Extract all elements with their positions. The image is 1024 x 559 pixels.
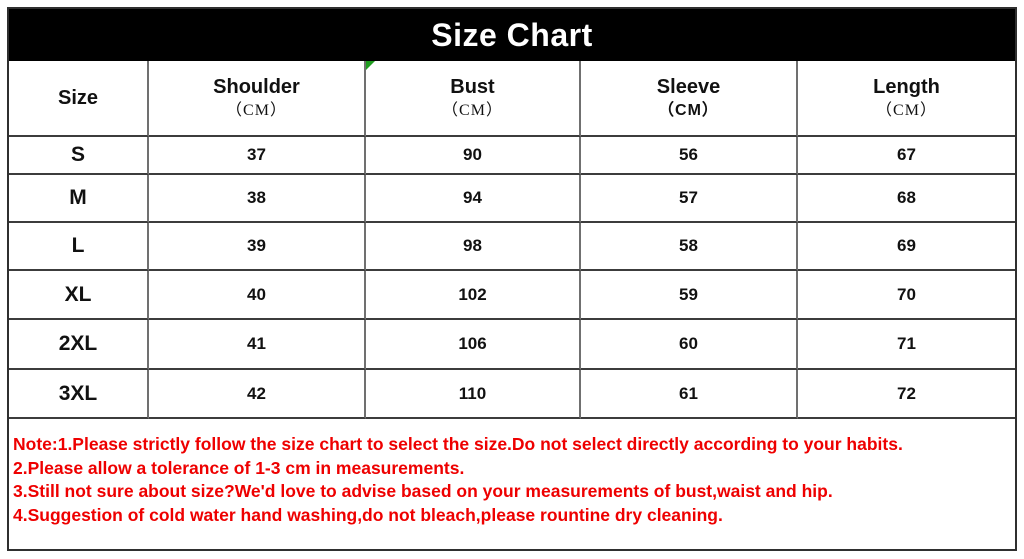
table-row-l-size: L [9,223,149,271]
sleeve-value: 61 [679,383,698,403]
table-row-s-sleeve: 56 [581,137,798,175]
sleeve-value: 57 [679,188,698,207]
table-row-2xl-length: 71 [798,320,1015,370]
sleeve-value: 59 [679,284,698,304]
length-value: 68 [897,188,916,207]
green-corner-marker-icon [366,61,375,70]
shoulder-value: 40 [247,284,266,304]
column-header-size: Size [57,87,99,109]
header-cell-bust: Bust （CM） [366,61,581,137]
column-header-sleeve: Sleeve [656,76,721,98]
table-row-xl-size: XL [9,271,149,320]
note-line-3: 3.Still not sure about size?We'd love to… [13,481,833,501]
size-value: XL [64,282,92,306]
column-unit-shoulder: （CM） [226,102,287,119]
column-header-shoulder: Shoulder [213,76,300,98]
sleeve-value: 56 [679,145,698,164]
length-value: 71 [897,334,916,353]
length-value: 67 [897,145,916,164]
note-line-4: 4.Suggestion of cold water hand washing,… [13,504,723,525]
size-value: L [71,234,85,257]
page-title: Size Chart [431,16,593,53]
bust-value: 94 [463,188,482,207]
sleeve-value: 60 [679,334,698,353]
table-row-m-shoulder: 38 [149,175,366,223]
shoulder-value: 38 [247,188,266,207]
column-unit-length: （CM） [876,102,937,119]
header-cell-size: Size [9,61,149,137]
shoulder-value: 37 [247,145,266,164]
table-row-3xl-size: 3XL [9,370,149,419]
table-row-2xl-size: 2XL [9,320,149,370]
note-line-1: Note:1.Please strictly follow the size c… [13,434,903,454]
header-cell-sleeve: Sleeve （CM） [581,61,798,137]
table-row-3xl-bust: 110 [366,370,581,419]
table-row-m-sleeve: 57 [581,175,798,223]
table-row-s-length: 67 [798,137,1015,175]
column-unit-bust: （CM） [442,102,503,119]
header-cell-length: Length （CM） [798,61,1015,137]
notes-box: Note:1.Please strictly follow the size c… [9,419,1015,549]
column-header-length: Length [873,76,940,98]
size-value: M [69,186,87,209]
table-row-l-shoulder: 39 [149,223,366,271]
table-row-m-size: M [9,175,149,223]
table-row-l-sleeve: 58 [581,223,798,271]
table-row-s-bust: 90 [366,137,581,175]
table-row-3xl-sleeve: 61 [581,370,798,419]
table-row-xl-bust: 102 [366,271,581,320]
length-value: 69 [897,236,916,255]
shoulder-value: 42 [247,383,266,403]
bust-value: 106 [458,334,487,353]
shoulder-value: 39 [247,236,266,255]
bust-value: 90 [463,145,482,164]
length-value: 70 [897,284,916,304]
table-row-m-length: 68 [798,175,1015,223]
size-value: 3XL [58,381,98,405]
table-row-l-bust: 98 [366,223,581,271]
header-cell-shoulder: Shoulder （CM） [149,61,366,137]
table-row-m-bust: 94 [366,175,581,223]
length-value: 72 [897,383,916,403]
note-line-2: 2.Please allow a tolerance of 1-3 cm in … [13,457,465,478]
bust-value: 98 [463,236,482,255]
size-value: S [70,143,85,166]
table-row-l-length: 69 [798,223,1015,271]
table-row-3xl-shoulder: 42 [149,370,366,419]
table-row-xl-shoulder: 40 [149,271,366,320]
title-bar: Size Chart [9,9,1015,61]
column-unit-sleeve: （CM） [658,102,719,119]
table-row-xl-sleeve: 59 [581,271,798,320]
sleeve-value: 58 [679,236,698,255]
table-row-s-shoulder: 37 [149,137,366,175]
table-row-3xl-length: 72 [798,370,1015,419]
table-row-2xl-shoulder: 41 [149,320,366,370]
table-row-s-size: S [9,137,149,175]
column-header-bust: Bust [450,76,495,98]
chart-frame: Size Chart Size Shoulder （CM） Bust （CM） … [7,7,1017,551]
shoulder-value: 41 [247,334,266,353]
bust-value: 110 [458,383,487,403]
table-row-2xl-bust: 106 [366,320,581,370]
bust-value: 102 [458,284,487,304]
table-row-2xl-sleeve: 60 [581,320,798,370]
size-value: 2XL [58,332,98,355]
size-table: Size Shoulder （CM） Bust （CM） Sleeve （CM）… [9,61,1015,419]
table-row-xl-length: 70 [798,271,1015,320]
